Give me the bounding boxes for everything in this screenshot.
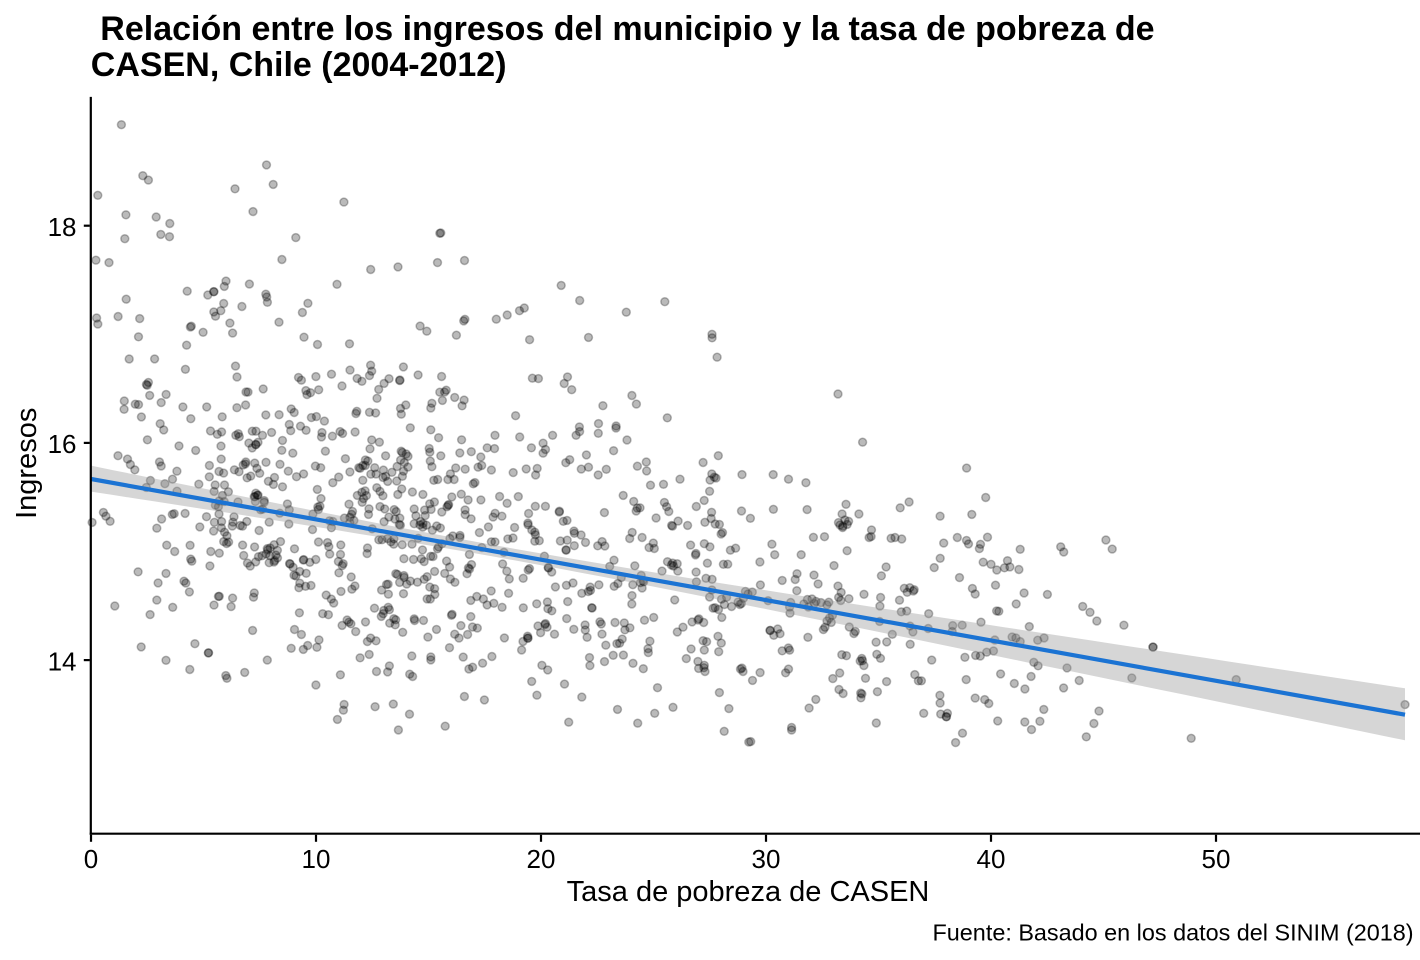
svg-text:50: 50 [1202, 844, 1231, 874]
svg-text:Relación entre los ingresos de: Relación entre los ingresos del municipi… [100, 10, 1154, 48]
svg-text:14: 14 [48, 646, 77, 676]
svg-text:0: 0 [84, 844, 98, 874]
svg-text:Ingresos: Ingresos [11, 408, 43, 519]
svg-text:20: 20 [527, 844, 556, 874]
svg-text:40: 40 [977, 844, 1006, 874]
svg-text:16: 16 [48, 429, 77, 459]
svg-text:Tasa de pobreza de CASEN: Tasa de pobreza de CASEN [567, 876, 930, 908]
svg-text:CASEN, Chile (2004-2012): CASEN, Chile (2004-2012) [91, 46, 507, 84]
svg-text:Fuente: Basado en los datos de: Fuente: Basado en los datos del SINIM (2… [933, 920, 1414, 946]
svg-text:18: 18 [48, 212, 77, 242]
svg-text:10: 10 [302, 844, 331, 874]
svg-text:30: 30 [752, 844, 781, 874]
